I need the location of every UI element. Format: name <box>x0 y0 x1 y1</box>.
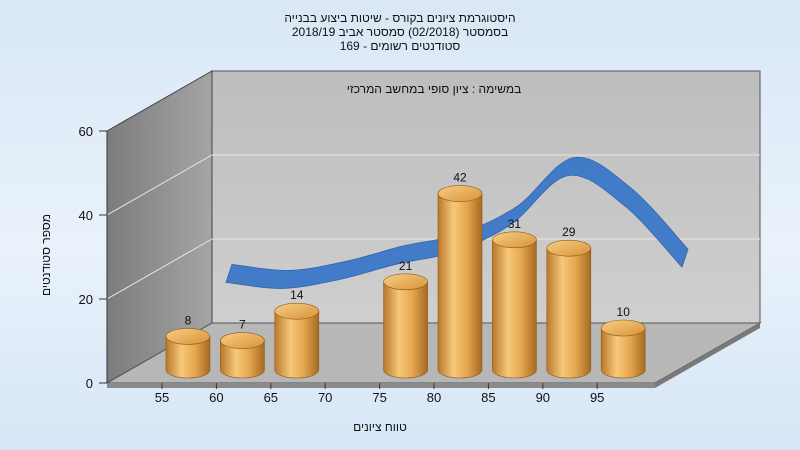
bar: 14 <box>274 288 320 379</box>
floor-right-edge <box>655 323 760 388</box>
bar-body <box>546 247 592 379</box>
y-axis-ticks: 0 20 40 60 <box>79 124 108 391</box>
bar-body <box>492 239 537 379</box>
bar-top <box>383 273 428 291</box>
curve-ribbon <box>225 156 689 289</box>
x-tick-label: 60 <box>209 390 223 405</box>
bar-top <box>274 302 320 320</box>
bar: 31 <box>492 217 537 379</box>
bar-data-label: 14 <box>290 288 304 302</box>
bar-data-label: 7 <box>239 318 246 332</box>
gridline-left <box>106 238 213 300</box>
y-tick-label: 0 <box>86 376 93 391</box>
y-tick-label: 20 <box>79 292 93 307</box>
y-tick-label: 60 <box>79 124 93 139</box>
x-tick-label: 90 <box>536 390 550 405</box>
bar-top <box>600 319 646 337</box>
gridline-left <box>106 154 213 216</box>
bar-data-label: 31 <box>508 217 522 231</box>
bars: 8 7 14 21 42 31 29 10 <box>165 171 646 379</box>
bar-data-label: 42 <box>453 171 467 185</box>
bar-top <box>546 239 592 257</box>
chart-title-line-1: היסטוגרמת ציונים בקורס - שיטות ביצוע בבנ… <box>284 11 515 25</box>
bar: 42 <box>437 171 483 379</box>
y-tick-label: 40 <box>79 208 93 223</box>
floor-front-edge <box>107 383 655 388</box>
x-axis-ticks: 55 60 65 70 75 80 85 90 95 <box>155 383 604 405</box>
bar-top <box>437 185 483 202</box>
bar-body <box>600 327 646 379</box>
bar: 21 <box>383 259 428 379</box>
bar-data-label: 10 <box>617 305 631 319</box>
bar-data-label: 21 <box>399 259 413 273</box>
x-tick-label: 75 <box>372 390 386 405</box>
x-tick-label: 65 <box>264 390 278 405</box>
bar: 7 <box>220 318 265 379</box>
bar-body <box>437 193 483 379</box>
bar-top <box>220 332 265 349</box>
chart-title-line-2: בסמסטר (02/2018) סמסטר אביב 2018/19 <box>292 25 508 39</box>
y-axis-title: מספר סטודנטים <box>39 214 53 296</box>
chart-annotation: במשימה : ציון סופי במחשב המרכזי <box>347 82 522 96</box>
bar-data-label: 29 <box>562 225 576 239</box>
x-tick-label: 95 <box>590 390 604 405</box>
bar-top <box>492 231 537 249</box>
x-tick-label: 85 <box>481 390 495 405</box>
bar: 10 <box>600 305 646 379</box>
x-tick-label: 70 <box>318 390 332 405</box>
x-tick-label: 80 <box>427 390 441 405</box>
x-axis-title: טווח ציונים <box>353 420 407 434</box>
bar-body <box>274 310 320 379</box>
bar-body <box>383 281 428 379</box>
curve-ribbon-band <box>225 156 689 289</box>
bar-data-label: 8 <box>185 313 192 327</box>
bar-body <box>220 340 265 379</box>
bar: 29 <box>546 225 592 379</box>
chart-title-line-3: סטודנטים רשומים - 169 <box>340 39 461 53</box>
bar: 8 <box>165 313 211 379</box>
bar-top <box>165 328 211 345</box>
bar-body <box>165 336 211 379</box>
x-tick-label: 55 <box>155 390 169 405</box>
